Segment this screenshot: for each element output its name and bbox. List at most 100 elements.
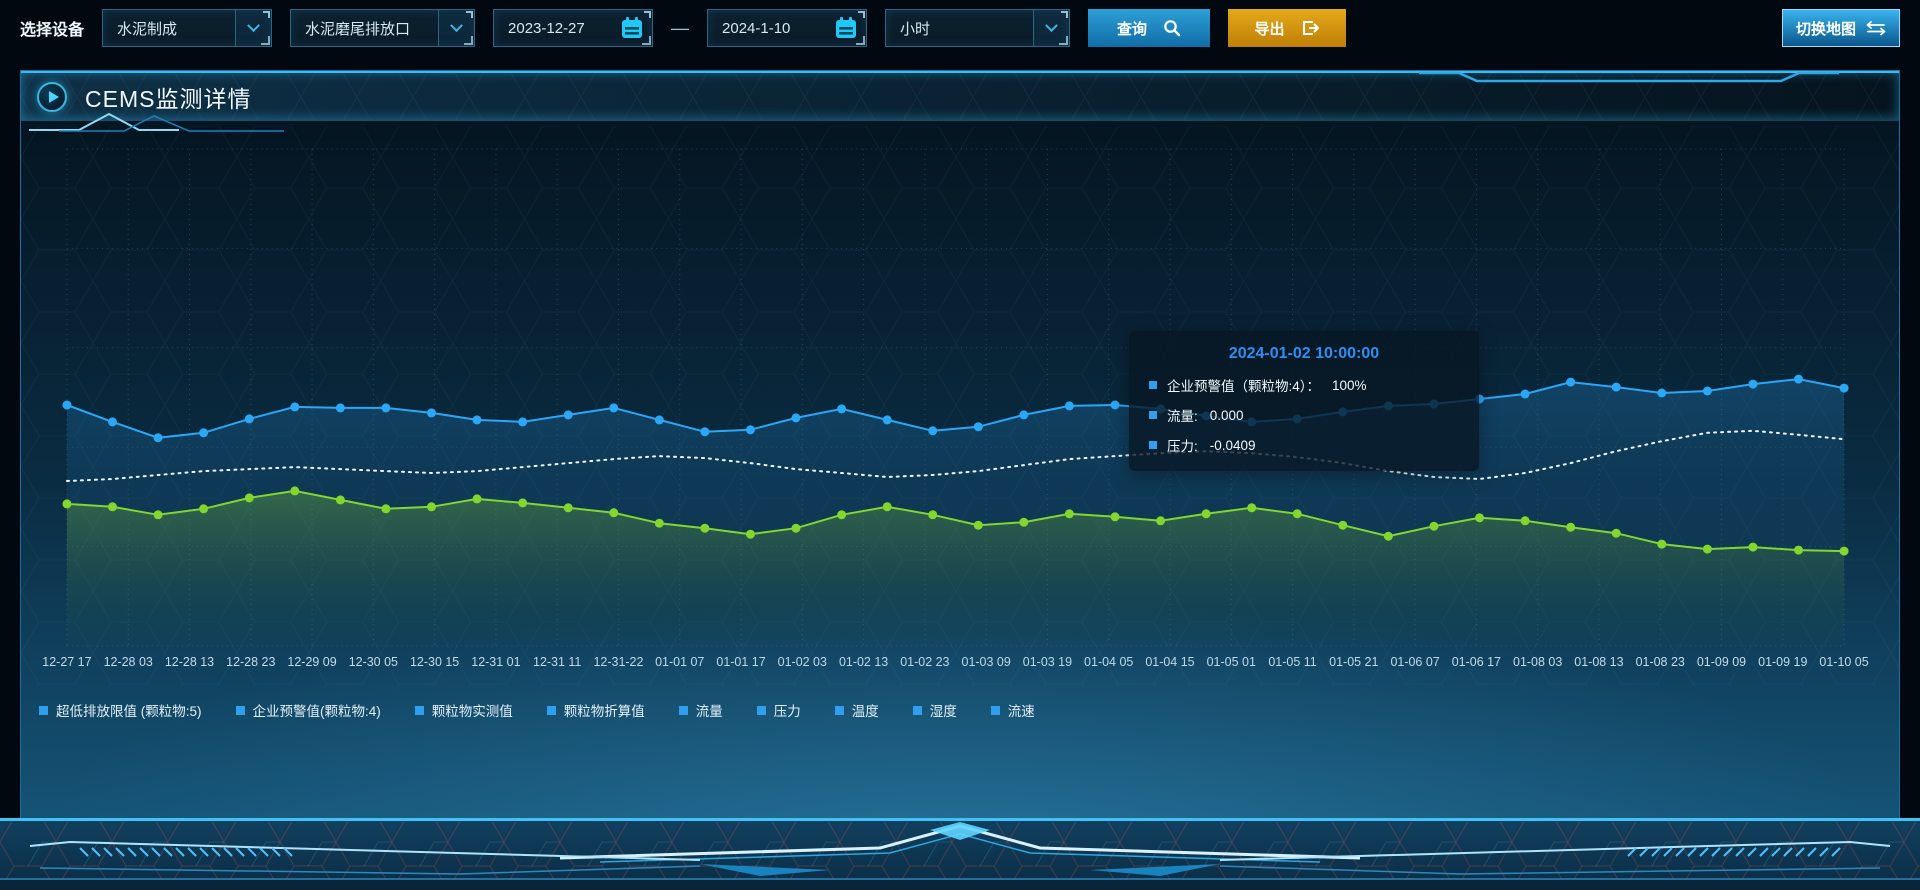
legend-label: 湿度 [929, 704, 957, 719]
chevron-down-icon [450, 18, 463, 32]
x-axis-tick-label: 12-30 05 [349, 655, 398, 669]
x-axis-tick-label: 01-02 03 [778, 655, 827, 669]
map-toggle-button[interactable]: 切换地图 [1782, 9, 1900, 47]
device-select-label: 选择设备 [20, 22, 85, 39]
export-button[interactable]: 导出 [1228, 9, 1347, 47]
legend-marker [414, 705, 424, 715]
legend-marker [678, 705, 688, 715]
device-line-select[interactable]: 水泥制成 [102, 9, 273, 47]
device-line-select-value: 水泥制成 [117, 20, 178, 38]
legend-item[interactable]: 超低排放限值 (颗粒物:5) [39, 700, 202, 720]
legend-item[interactable]: 企业预警值(颗粒物:4) [235, 700, 381, 720]
legend-marker [546, 705, 556, 715]
tooltip-marker [1149, 441, 1157, 449]
x-axis-tick-label: 01-06 17 [1452, 655, 1501, 669]
query-button-label: 查询 [1117, 20, 1148, 38]
end-date-value: 2024-1-10 [722, 19, 791, 37]
legend-marker [756, 705, 766, 715]
white-dotted-line [65, 429, 1846, 482]
green-line-area [66, 490, 1845, 646]
x-axis-tick-label: 12-28 23 [226, 655, 275, 669]
chevron-down-icon [1045, 18, 1058, 32]
tooltip-item-value: 0.000 [1209, 407, 1244, 423]
export-button-label: 导出 [1254, 20, 1285, 38]
interval-select-chevron-box[interactable] [1033, 10, 1070, 46]
corner-notch [642, 36, 652, 45]
tooltip-timestamp: 2024-01-02 10:00:00 [1228, 345, 1380, 362]
cems-monitor-panel: CEMS监测详情 12-27 17 12-28 03 12-28 13 12-28 2… [20, 70, 1900, 820]
x-axis-tick-label: 01-01 17 [716, 655, 765, 669]
tooltip-item-label: 压力: [1167, 439, 1198, 454]
legend-label: 流速 [1007, 704, 1035, 719]
cems-chart[interactable]: 12-27 17 12-28 03 12-28 13 12-28 23 12-29 09… [21, 126, 1899, 686]
legend-item[interactable]: 湿度 [912, 700, 957, 720]
legend-label: 颗粒物实测值 [431, 704, 513, 719]
legend-label: 压力 [773, 704, 801, 719]
x-axis-tick-label: 12-28 13 [165, 655, 214, 669]
corner-notch [464, 36, 474, 45]
calendar-icon[interactable] [826, 10, 866, 46]
tooltip-item-label: 流量: [1167, 409, 1198, 424]
tooltip-marker [1149, 381, 1157, 389]
corner-notch [644, 11, 652, 18]
legend-marker [39, 705, 48, 715]
legend-marker [235, 705, 245, 715]
tooltip-item: 企业预警值（颗粒物:4）： 100% [1149, 375, 1459, 395]
interval-select-value: 小时 [900, 20, 931, 38]
x-axis-tick-label: 12-29 09 [287, 655, 336, 669]
outlet-select-chevron-box[interactable] [438, 10, 475, 46]
blue-line [66, 378, 1845, 439]
x-axis-tick-label: 12-31-22 [593, 655, 643, 669]
x-axis-tick-label: 01-04 05 [1084, 655, 1133, 669]
legend-item[interactable]: 流速 [990, 700, 1035, 720]
tooltip-item: 压力: -0.0409 [1149, 435, 1459, 455]
legend-item[interactable]: 颗粒物实测值 [414, 700, 513, 720]
interval-select[interactable]: 小时 [885, 9, 1071, 47]
x-axis-tick-label: 01-08 13 [1574, 655, 1623, 669]
legend-label: 颗粒物折算值 [563, 704, 645, 719]
x-axis-tick-label: 01-08 03 [1513, 655, 1562, 669]
corner-notch [1061, 11, 1069, 18]
legend-label: 流量 [695, 704, 723, 719]
chevron-down-icon [247, 18, 260, 32]
chart-svg[interactable]: 12-27 17 12-28 03 12-28 13 12-28 23 12-29 09… [21, 126, 1899, 686]
x-axis-labels: 12-27 17 12-28 03 12-28 13 12-28 23 12-29 09… [42, 655, 1868, 669]
export-icon [1302, 21, 1319, 35]
start-date-picker[interactable]: 2023-12-27 [493, 9, 654, 47]
corner-notch [466, 11, 474, 18]
x-axis-tick-label: 01-01 07 [655, 655, 704, 669]
legend-item[interactable]: 颗粒物折算值 [546, 700, 645, 720]
start-date-value: 2023-12-27 [508, 19, 585, 37]
calendar-icon[interactable] [612, 10, 652, 46]
chart-tooltip: 2024-01-02 10:00:00 企业预警值（颗粒物:4）： 100% 流量:… [1129, 331, 1479, 471]
outlet-select-value: 水泥磨尾排放口 [305, 20, 411, 38]
x-axis-tick-label: 12-28 03 [104, 655, 153, 669]
x-axis-tick-label: 01-05 11 [1268, 655, 1316, 669]
x-axis-tick-label: 01-06 07 [1390, 655, 1439, 669]
panel-titlebar: CEMS监测详情 [21, 71, 1899, 132]
device-line-select-chevron-box[interactable] [235, 10, 272, 46]
footer-decoration [0, 818, 1920, 890]
x-axis-tick-label: 01-05 21 [1329, 655, 1378, 669]
x-axis-tick-label: 01-03 09 [962, 655, 1011, 669]
tooltip-item-value: -0.0409 [1209, 437, 1256, 453]
corner-notch [1059, 36, 1069, 45]
search-icon [1164, 20, 1181, 37]
legend-item[interactable]: 压力 [756, 700, 801, 720]
outlet-select[interactable]: 水泥磨尾排放口 [290, 9, 476, 47]
x-axis-tick-label: 01-03 19 [1023, 655, 1072, 669]
query-button[interactable]: 查询 [1088, 9, 1211, 47]
end-date-picker[interactable]: 2024-1-10 [707, 9, 868, 47]
toolbar: 选择设备 水泥制成 水泥磨尾排放口 2023-12-27 [0, 0, 1920, 56]
hexagon-pattern [21, 73, 1899, 120]
tooltip-item-label: 企业预警值（颗粒物:4）： [1167, 379, 1321, 394]
play-button[interactable] [37, 81, 67, 112]
x-axis-tick-label: 01-05 01 [1207, 655, 1256, 669]
legend-marker [912, 705, 922, 715]
x-axis-tick-label: 01-08 23 [1636, 655, 1685, 669]
x-axis-tick-label: 01-04 15 [1145, 655, 1194, 669]
chart-legend: 超低排放限值 (颗粒物:5) 企业预警值(颗粒物:4) 颗粒物实测值 颗粒物折算值 流量… [21, 686, 1899, 720]
legend-item[interactable]: 温度 [834, 700, 879, 720]
legend-item[interactable]: 流量 [678, 700, 723, 720]
x-axis-tick-label: 12-30 15 [410, 655, 459, 669]
